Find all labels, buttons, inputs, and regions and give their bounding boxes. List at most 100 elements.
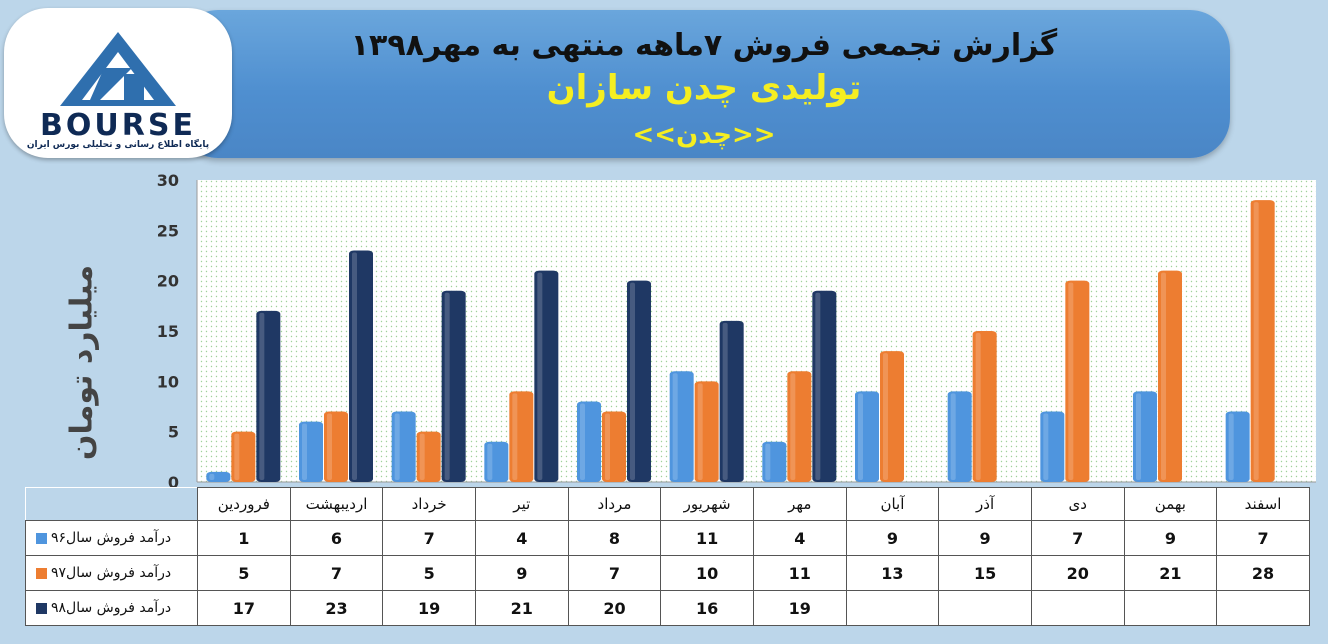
legend-entry: درآمد فروش سال۹۷ [25, 555, 198, 591]
bar [719, 320, 744, 482]
y-tick-label: 30 [157, 171, 179, 190]
bar-highlight [487, 443, 493, 480]
bar-highlight [1043, 413, 1049, 480]
bar [1040, 411, 1065, 482]
bourse-logo: BOURSE پایگاه اطلاع رسانی و تحلیلی بورس … [4, 8, 232, 158]
data-cell: 7 [1030, 520, 1125, 556]
data-cell: 23 [289, 590, 384, 626]
legend-swatch-icon [36, 532, 47, 544]
y-tick-label: 0 [168, 473, 179, 490]
bar-highlight [630, 282, 635, 480]
bar [484, 441, 509, 482]
logo-caption: پایگاه اطلاع رسانی و تحلیلی بورس ایران [26, 140, 210, 150]
bar [947, 391, 972, 482]
legend-label: درآمد فروش سال۹۷ [51, 565, 172, 581]
bar [855, 391, 879, 482]
bar [534, 270, 559, 482]
bar [416, 431, 441, 482]
data-cell: 15 [938, 555, 1032, 591]
bar-highlight [722, 322, 728, 480]
data-cell: 1 [197, 520, 291, 556]
data-cell: 20 [567, 590, 662, 626]
y-axis-label: میلیارد تومان [64, 264, 100, 461]
data-cell [1216, 590, 1310, 626]
data-table: فروردین اردیبهشت خرداد تیر مرداد شهریور مهر آبا… [25, 487, 1310, 626]
data-cell: 5 [197, 555, 291, 591]
data-cell: 6 [289, 520, 384, 556]
legend-label: درآمد فروش سال۹۶ [51, 530, 172, 546]
data-cell: 10 [660, 555, 754, 591]
legend-swatch-icon [36, 602, 47, 614]
bar-highlight [209, 473, 215, 480]
bar-highlight [394, 413, 400, 480]
month-label: اردیبهشت [289, 487, 384, 521]
title-banner: گزارش تجمعی فروش ۷ماهه منتهی به مهر۱۳۹۸ … [178, 10, 1230, 158]
legend-entry: درآمد فروش سال۹۶ [25, 520, 198, 556]
data-cell: 19 [752, 590, 847, 626]
bar-highlight [697, 383, 703, 480]
bar-highlight [975, 333, 981, 480]
bar [762, 441, 787, 482]
y-tick-label: 20 [157, 272, 179, 291]
logo-wordmark: BOURSE [40, 108, 196, 143]
month-label: آذر [938, 487, 1032, 521]
month-header-row: فروردین اردیبهشت خرداد تیر مرداد شهریور مهر آبا… [25, 487, 1310, 521]
month-label: آبان [845, 487, 940, 521]
bar-highlight [1068, 282, 1074, 480]
bar [256, 310, 281, 482]
data-cell: 11 [660, 520, 754, 556]
data-cell: 4 [474, 520, 569, 556]
data-cell: 7 [1216, 520, 1310, 556]
bar-highlight [352, 252, 357, 480]
bar-highlight [858, 393, 863, 480]
data-cell: 7 [382, 520, 476, 556]
bar [1133, 391, 1157, 482]
month-label: مرداد [567, 487, 662, 521]
bar-highlight [327, 413, 332, 480]
bar-highlight [605, 413, 610, 480]
table-row: درآمد فروش سال۹۸ 17 23 19 21 20 16 19 [25, 590, 1310, 626]
logo-triangle-icon [60, 32, 176, 106]
data-cell: 4 [752, 520, 847, 556]
bar [602, 411, 626, 482]
data-cell: 9 [938, 520, 1032, 556]
bar-highlight [815, 292, 821, 480]
y-tick-label: 10 [157, 372, 179, 391]
bar-highlight [1136, 393, 1141, 480]
legend-label: درآمد فروش سال۹۸ [51, 600, 172, 616]
data-cell: 16 [660, 590, 754, 626]
table-corner [25, 487, 198, 521]
data-cell: 7 [567, 555, 662, 591]
data-cell: 11 [752, 555, 847, 591]
data-cell: 7 [289, 555, 384, 591]
data-cell: 28 [1216, 555, 1310, 591]
data-cell [938, 590, 1032, 626]
chart-area: 0 5 10 15 20 25 30 [0, 160, 1328, 490]
bar [231, 431, 256, 482]
legend-entry: درآمد فروش سال۹۸ [25, 590, 198, 626]
bar [206, 471, 231, 482]
bar [880, 351, 904, 482]
bar [299, 421, 323, 482]
data-cell: 13 [845, 555, 940, 591]
report-title: گزارش تجمعی فروش ۷ماهه منتهی به مهر۱۳۹۸ [350, 28, 1058, 63]
bar-highlight [259, 312, 265, 480]
bar [1065, 280, 1090, 482]
y-tick-label: 25 [157, 221, 179, 240]
bar [812, 290, 837, 482]
data-cell [845, 590, 940, 626]
bar [441, 290, 466, 482]
bar [391, 411, 416, 482]
data-cell: 9 [474, 555, 569, 591]
company-name: تولیدی چدن سازان [546, 68, 862, 108]
bar [627, 280, 651, 482]
bar-highlight [234, 433, 240, 480]
bar-highlight [950, 393, 956, 480]
bar [669, 371, 694, 482]
table-row: درآمد فروش سال۹۷ 5 7 5 9 7 10 11 13 15 20 21 28 [25, 555, 1310, 591]
bar [787, 371, 812, 482]
bar [1250, 200, 1275, 482]
bar-highlight [790, 373, 796, 480]
bar [349, 250, 373, 482]
data-cell: 17 [197, 590, 291, 626]
